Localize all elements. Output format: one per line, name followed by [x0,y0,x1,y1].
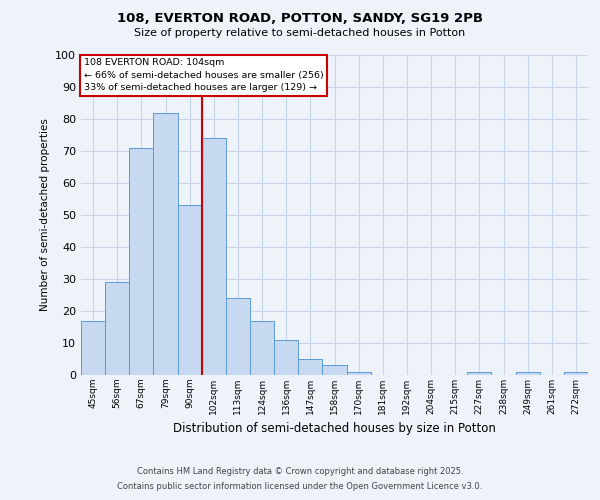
Bar [515,372,540,375]
Bar [274,340,298,375]
Y-axis label: Number of semi-detached properties: Number of semi-detached properties [40,118,50,312]
Bar [178,206,202,375]
Bar [467,372,491,375]
Text: Contains HM Land Registry data © Crown copyright and database right 2025.: Contains HM Land Registry data © Crown c… [137,467,463,476]
Text: Contains public sector information licensed under the Open Government Licence v3: Contains public sector information licen… [118,482,482,491]
Bar [226,298,250,375]
Text: 108 EVERTON ROAD: 104sqm
← 66% of semi-detached houses are smaller (256)
33% of : 108 EVERTON ROAD: 104sqm ← 66% of semi-d… [83,58,323,92]
Bar [154,112,178,375]
Bar [322,366,347,375]
Text: Size of property relative to semi-detached houses in Potton: Size of property relative to semi-detach… [134,28,466,38]
Bar [298,359,322,375]
Text: 108, EVERTON ROAD, POTTON, SANDY, SG19 2PB: 108, EVERTON ROAD, POTTON, SANDY, SG19 2… [117,12,483,26]
Bar [564,372,588,375]
Bar [105,282,129,375]
X-axis label: Distribution of semi-detached houses by size in Potton: Distribution of semi-detached houses by … [173,422,496,436]
Bar [250,320,274,375]
Bar [129,148,154,375]
Bar [347,372,371,375]
Bar [81,320,105,375]
Bar [202,138,226,375]
